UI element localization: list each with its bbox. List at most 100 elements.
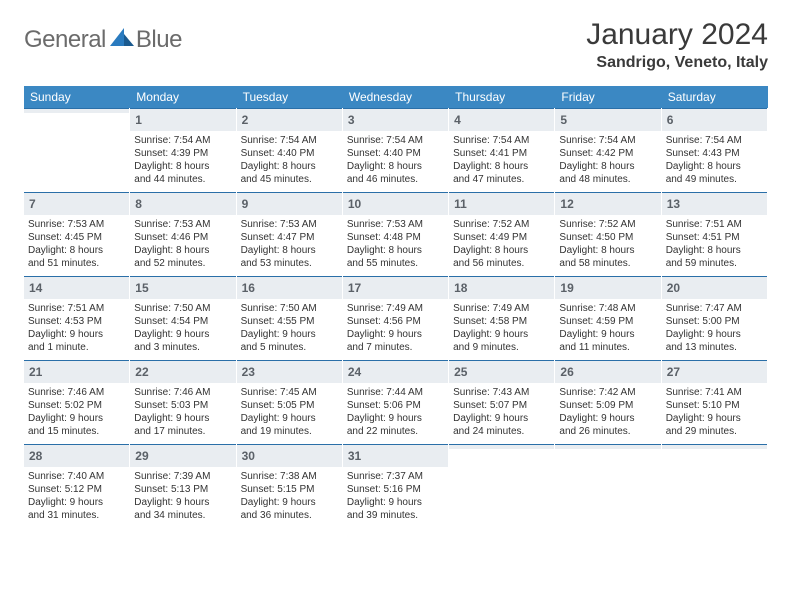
day-detail-line: Daylight: 8 hours	[666, 244, 763, 257]
day-detail-line: Sunset: 4:41 PM	[453, 147, 550, 160]
day-cell: 16Sunrise: 7:50 AMSunset: 4:55 PMDayligh…	[237, 276, 343, 360]
day-detail-line: Sunset: 5:15 PM	[241, 483, 338, 496]
dow-monday: Monday	[130, 86, 236, 108]
daynum-bar: 29	[130, 444, 235, 467]
day-cell: 10Sunrise: 7:53 AMSunset: 4:48 PMDayligh…	[343, 192, 449, 276]
day-number: 6	[667, 113, 674, 127]
daynum-bar: 5	[555, 108, 660, 131]
day-detail-line: Sunrise: 7:44 AM	[347, 386, 444, 399]
dow-thursday: Thursday	[449, 86, 555, 108]
day-detail-line: Sunset: 4:39 PM	[134, 147, 231, 160]
day-number: 17	[348, 281, 361, 295]
day-detail-line: Daylight: 9 hours	[453, 412, 550, 425]
day-detail-line: Sunrise: 7:54 AM	[453, 134, 550, 147]
daynum-bar: 11	[449, 192, 554, 215]
week-row: 28Sunrise: 7:40 AMSunset: 5:12 PMDayligh…	[24, 444, 768, 528]
daynum-bar: 30	[237, 444, 342, 467]
day-detail-line: Sunset: 4:47 PM	[241, 231, 338, 244]
day-number: 8	[135, 197, 142, 211]
day-number: 1	[135, 113, 142, 127]
day-detail-line: Sunset: 5:16 PM	[347, 483, 444, 496]
day-detail-line: and 24 minutes.	[453, 425, 550, 438]
dow-tuesday: Tuesday	[237, 86, 343, 108]
day-detail-line: Sunrise: 7:53 AM	[134, 218, 231, 231]
daynum-bar: 13	[662, 192, 767, 215]
day-detail-line: and 58 minutes.	[559, 257, 656, 270]
day-detail-line: Sunrise: 7:54 AM	[134, 134, 231, 147]
day-detail-line: Sunset: 4:48 PM	[347, 231, 444, 244]
day-cell: 29 Sunrise: 7:39 AMSunset: 5:13 PMDayligh…	[130, 444, 236, 528]
day-detail-line: Daylight: 8 hours	[666, 160, 763, 173]
day-cell: 1Sunrise: 7:54 AMSunset: 4:39 PMDaylight…	[130, 108, 236, 192]
day-detail-line: Sunrise: 7:41 AM	[666, 386, 763, 399]
day-detail-line: Daylight: 9 hours	[347, 412, 444, 425]
day-detail-line: Daylight: 8 hours	[453, 244, 550, 257]
day-detail-line: Daylight: 8 hours	[453, 160, 550, 173]
day-detail-line: Sunrise: 7:54 AM	[559, 134, 656, 147]
day-number: 11	[454, 197, 467, 211]
day-detail-line: Sunset: 5:09 PM	[559, 399, 656, 412]
day-detail-line: Daylight: 8 hours	[241, 244, 338, 257]
day-detail-line: Daylight: 9 hours	[347, 328, 444, 341]
day-cell: 20Sunrise: 7:47 AMSunset: 5:00 PMDayligh…	[662, 276, 768, 360]
day-detail-line: Daylight: 9 hours	[28, 496, 125, 509]
day-number: 3	[348, 113, 355, 127]
day-cell: 31Sunrise: 7:37 AMSunset: 5:16 PMDayligh…	[343, 444, 449, 528]
month-title: January 2024	[586, 18, 768, 52]
day-detail-line: Sunset: 5:10 PM	[666, 399, 763, 412]
day-cell: 13Sunrise: 7:51 AMSunset: 4:51 PMDayligh…	[662, 192, 768, 276]
day-cell: 7Sunrise: 7:53 AMSunset: 4:45 PMDaylight…	[24, 192, 130, 276]
day-cell: 26Sunrise: 7:42 AMSunset: 5:09 PMDayligh…	[555, 360, 661, 444]
day-cell: 17Sunrise: 7:49 AMSunset: 4:56 PMDayligh…	[343, 276, 449, 360]
location-subtitle: Sandrigo, Veneto, Italy	[586, 54, 768, 72]
day-detail-line: Sunrise: 7:54 AM	[241, 134, 338, 147]
day-detail-line: Daylight: 9 hours	[134, 412, 231, 425]
day-detail-line: Daylight: 9 hours	[666, 328, 763, 341]
day-detail-line: Daylight: 9 hours	[134, 496, 231, 509]
dow-sunday: Sunday	[24, 86, 130, 108]
day-number: 23	[242, 365, 255, 379]
daynum-bar: 9	[237, 192, 342, 215]
day-detail-line: Sunrise: 7:54 AM	[347, 134, 444, 147]
day-detail-line: Sunset: 4:40 PM	[347, 147, 444, 160]
day-detail-line: and 31 minutes.	[28, 509, 125, 522]
day-detail-line: Sunset: 4:53 PM	[28, 315, 125, 328]
day-detail-line: Daylight: 8 hours	[347, 244, 444, 257]
day-detail-line: Daylight: 9 hours	[241, 496, 338, 509]
day-detail-line: Sunset: 4:55 PM	[241, 315, 338, 328]
day-detail-line: Sunrise: 7:39 AM	[134, 470, 231, 483]
day-cell: 4Sunrise: 7:54 AMSunset: 4:41 PMDaylight…	[449, 108, 555, 192]
daynum-bar: 22	[130, 360, 235, 383]
day-detail-line: Daylight: 9 hours	[666, 412, 763, 425]
day-detail-line: Daylight: 9 hours	[559, 412, 656, 425]
weeks-container: 1Sunrise: 7:54 AMSunset: 4:39 PMDaylight…	[24, 108, 768, 528]
day-cell: 23Sunrise: 7:45 AMSunset: 5:05 PMDayligh…	[237, 360, 343, 444]
daynum-bar: 12	[555, 192, 660, 215]
day-detail-line: Sunrise: 7:48 AM	[559, 302, 656, 315]
daynum-bar	[555, 444, 660, 449]
day-detail-line: Daylight: 9 hours	[241, 412, 338, 425]
day-cell: 24Sunrise: 7:44 AMSunset: 5:06 PMDayligh…	[343, 360, 449, 444]
day-detail-line: Sunset: 5:03 PM	[134, 399, 231, 412]
day-detail-line: and 34 minutes.	[134, 509, 231, 522]
day-detail-line: Sunset: 4:43 PM	[666, 147, 763, 160]
day-cell: 6Sunrise: 7:54 AMSunset: 4:43 PMDaylight…	[662, 108, 768, 192]
day-cell: 28Sunrise: 7:40 AMSunset: 5:12 PMDayligh…	[24, 444, 130, 528]
day-detail-line: and 15 minutes.	[28, 425, 125, 438]
daynum-bar: 16	[237, 276, 342, 299]
day-detail-line: Sunset: 5:12 PM	[28, 483, 125, 496]
day-detail-line: and 1 minute.	[28, 341, 125, 354]
day-cell: 25Sunrise: 7:43 AMSunset: 5:07 PMDayligh…	[449, 360, 555, 444]
day-detail-line: Sunset: 5:02 PM	[28, 399, 125, 412]
day-number: 19	[560, 281, 573, 295]
day-number: 30	[242, 449, 255, 463]
day-detail-line: Sunset: 5:13 PM	[134, 483, 231, 496]
calendar-page: General Blue January 2024 Sandrigo, Vene…	[0, 0, 792, 528]
week-row: 21Sunrise: 7:46 AMSunset: 5:02 PMDayligh…	[24, 360, 768, 444]
day-detail-line: Sunrise: 7:51 AM	[666, 218, 763, 231]
day-number: 7	[29, 197, 36, 211]
day-detail-line: Sunrise: 7:46 AM	[134, 386, 231, 399]
day-number: 15	[135, 281, 148, 295]
day-detail-line: and 9 minutes.	[453, 341, 550, 354]
day-number: 12	[560, 197, 573, 211]
